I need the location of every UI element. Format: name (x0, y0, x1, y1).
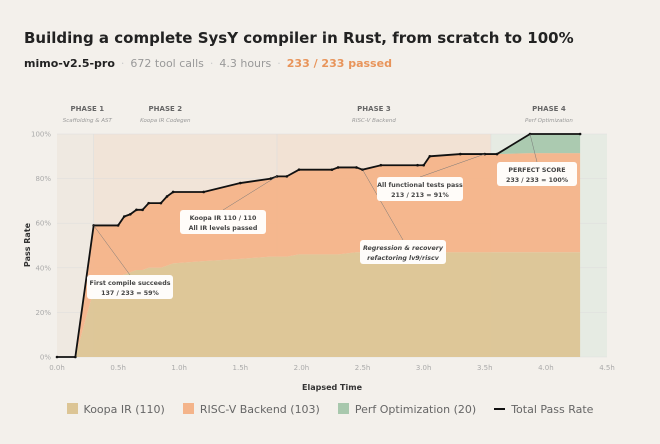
y-tick-label: 20% (35, 309, 51, 317)
x-tick-label: 2.0h (294, 364, 310, 372)
x-tick-label: 0.0h (49, 364, 65, 372)
annotation-box (377, 177, 463, 201)
phase-label: PHASE 1 (71, 105, 105, 113)
y-tick-label: 0% (40, 354, 51, 362)
annotation-leader (419, 153, 485, 178)
annotation-box (360, 240, 446, 264)
data-point (297, 168, 301, 171)
data-point (355, 166, 358, 169)
data-point (147, 201, 150, 205)
data-point (330, 168, 334, 171)
data-point (116, 224, 120, 227)
annotation-box (180, 210, 266, 234)
data-point (55, 355, 59, 359)
x-tick-label: 2.5h (355, 364, 371, 372)
annotation-text: 233 / 233 = 100% (506, 177, 569, 184)
phase-label: PHASE 4 (532, 105, 566, 113)
data-point (422, 163, 425, 167)
legend: Koopa IR (110) RISC-V Backend (103) Perf… (0, 403, 660, 416)
x-tick-label: 1.5h (233, 364, 249, 372)
data-point (416, 163, 419, 167)
x-tick-label: 4.0h (538, 364, 554, 372)
annotation-leader (93, 225, 131, 276)
annotation-text: PERFECT SCORE (508, 167, 565, 174)
legend-riscv: RISC-V Backend (103) (182, 403, 320, 416)
phase-desc: Koopa IR Codegen (140, 118, 191, 124)
phase-desc: RISC-V Backend (352, 118, 396, 124)
data-point (428, 155, 432, 158)
annotation-leader (362, 169, 404, 241)
data-point (239, 181, 242, 185)
x-tick-label: 1.0h (171, 364, 187, 372)
annotation-text: Koopa IR 110 / 110 (190, 215, 257, 222)
legend-perf: Perf Optimization (20) (337, 403, 476, 416)
data-point (578, 132, 582, 136)
annotation-text: 137 / 233 = 59% (101, 290, 159, 297)
data-point (74, 355, 77, 359)
y-tick-label: 80% (35, 175, 51, 183)
data-point (379, 163, 383, 167)
data-point (269, 177, 273, 180)
koopa-area (57, 252, 581, 357)
annotation-text: 213 / 213 = 91% (391, 192, 449, 199)
annotation-text: All IR levels passed (189, 225, 258, 232)
annotation-leader (529, 133, 538, 163)
chart-title: Building a complete SysY compiler in Rus… (24, 29, 574, 47)
annotation-box (87, 275, 173, 299)
phase-label: PHASE 2 (149, 105, 183, 113)
data-point (165, 195, 169, 198)
y-axis-label: Pass Rate (23, 222, 32, 267)
data-point (129, 212, 132, 216)
x-tick-label: 0.5h (110, 364, 126, 372)
x-tick-label: 3.0h (416, 364, 432, 372)
subtitle: mimo-v2.5-pro · 672 tool calls · 4.3 hours · 2… (24, 57, 392, 70)
x-tick-label: 4.5h (599, 364, 615, 372)
data-point (285, 175, 289, 178)
data-point (336, 166, 340, 169)
data-point (202, 190, 205, 194)
data-point (159, 201, 163, 205)
legend-total: Total Pass Rate (494, 403, 593, 416)
tool-calls: 672 tool calls (130, 57, 204, 70)
data-point (135, 208, 138, 212)
y-tick-label: 100% (31, 131, 51, 139)
riscv-area (57, 153, 581, 357)
phase-desc: Perf Optimization (525, 118, 573, 124)
annotation-leader (222, 176, 278, 211)
passed-count: 233 / 233 passed (286, 57, 392, 70)
y-tick-label: 40% (35, 264, 51, 272)
annotation-box (497, 162, 577, 186)
data-point (495, 152, 499, 156)
phase-label: PHASE 3 (357, 105, 391, 113)
model-name: mimo-v2.5-pro (24, 57, 115, 70)
x-tick-label: 3.5h (477, 364, 493, 372)
y-tick-label: 60% (35, 220, 51, 228)
data-point (141, 208, 144, 212)
annotation-text: refactoring lv9/riscv (367, 254, 440, 262)
data-point (171, 190, 175, 194)
hours: 4.3 hours (219, 57, 272, 70)
annotation-text: First compile succeeds (90, 280, 171, 287)
phase-desc: Scaffolding & AST (63, 118, 113, 124)
data-point (122, 215, 126, 218)
data-point (459, 152, 462, 156)
x-axis-label: Elapsed Time (302, 383, 363, 392)
legend-koopa: Koopa IR (110) (66, 403, 165, 416)
annotation-text: All functional tests pass (377, 182, 463, 189)
annotation-text: Regression & recovery (363, 245, 444, 252)
